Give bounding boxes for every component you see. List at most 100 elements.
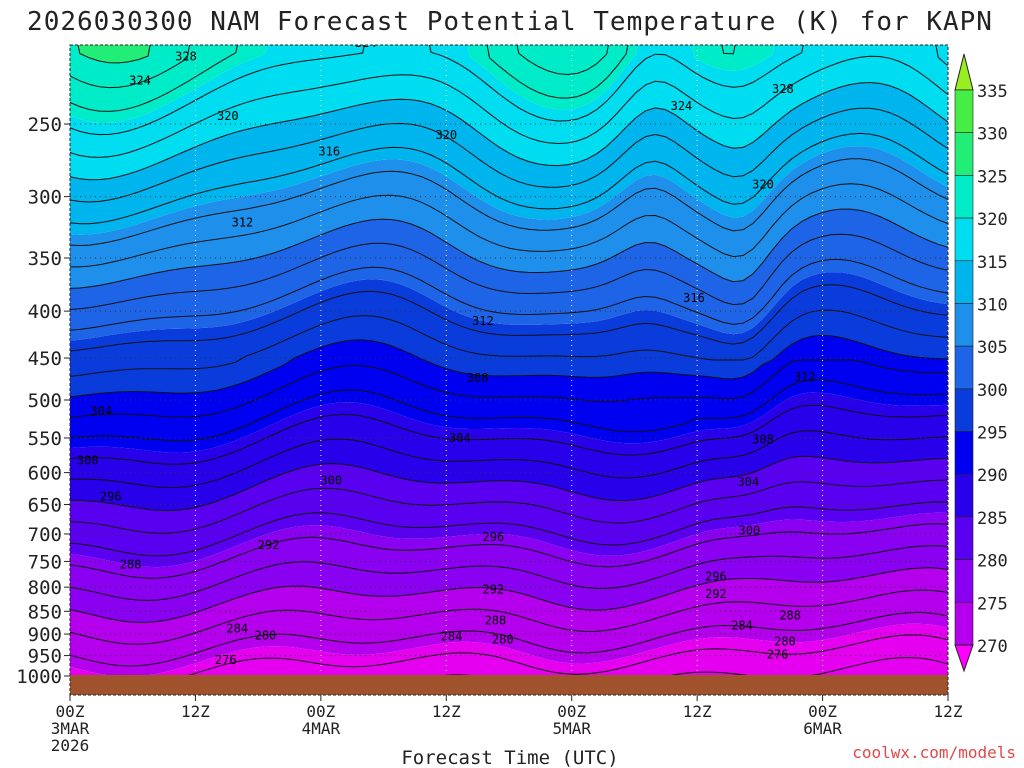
y-tick-label: 550 — [28, 428, 62, 450]
contour-label: 324 — [129, 73, 151, 87]
contour-line — [70, 611, 948, 667]
y-tick-label: 850 — [28, 601, 62, 623]
theta-band — [70, 45, 775, 123]
contour-label: 312 — [794, 370, 816, 384]
contour-label: 284 — [226, 621, 248, 635]
contour-label: 300 — [77, 453, 99, 467]
y-tick-label: 500 — [28, 390, 62, 412]
contour-line — [70, 334, 948, 398]
theta-band — [70, 146, 948, 289]
contour-label: 324 — [355, 36, 377, 50]
contour-label: 312 — [472, 314, 494, 328]
colorbar-top-arrow — [954, 53, 974, 91]
contour-line — [70, 45, 736, 112]
ground-below-surface — [70, 675, 948, 695]
colorbar-label: 315 — [977, 253, 1008, 273]
x-axis: 00Z 3MAR 2026 12Z 00Z 4MAR 12Z 00Z 5MAR 12Z 00Z 6MA… — [51, 695, 963, 755]
contour-label: 300 — [320, 473, 342, 487]
x-tick-label: 12Z — [181, 702, 210, 721]
contour-line — [70, 81, 948, 181]
x-tick-label: 12Z — [683, 702, 712, 721]
colorbar-label: 330 — [977, 125, 1008, 145]
contour-label: 308 — [467, 371, 489, 385]
colorbar-legend: 335 330 325 320 315 310 305 300 295 290 285 280 275 2… — [954, 53, 1008, 673]
contour-line — [70, 132, 948, 225]
colorbar-swatch — [954, 473, 974, 518]
colorbar-label: 310 — [977, 295, 1008, 315]
contour-label: 324 — [671, 99, 693, 113]
theta-band — [70, 456, 948, 568]
colorbar-swatch — [954, 89, 974, 133]
contour-label: 304 — [449, 431, 471, 445]
contour-label: 316 — [318, 145, 340, 159]
theta-band — [70, 209, 948, 341]
contour-line — [70, 567, 948, 623]
colorbar-label: 325 — [977, 167, 1008, 187]
y-tick-label: 950 — [28, 646, 62, 668]
colorbar-label: 285 — [977, 509, 1008, 529]
contour-label: 300 — [739, 524, 761, 538]
colorbar-swatch — [954, 132, 974, 176]
contour-label: 304 — [91, 404, 113, 418]
contour-labels: 328 324 324 328 324 320 320 316 320 312 316 312 308 3… — [77, 36, 816, 667]
colorbar-label: 320 — [977, 210, 1008, 230]
y-axis: 2503003504004505005506006507007508008509… — [16, 114, 70, 688]
theta-band — [70, 45, 948, 180]
colorbar-label: 295 — [977, 424, 1008, 444]
theta-band — [78, 45, 151, 63]
contour-label: 276 — [767, 648, 789, 662]
contour-label: 320 — [435, 128, 457, 142]
colorbar-label: 290 — [977, 466, 1008, 486]
contour-label: 308 — [752, 432, 774, 446]
contour-line — [70, 589, 948, 645]
contour-label: 296 — [100, 489, 122, 503]
y-tick-label: 250 — [28, 114, 62, 136]
y-tick-label: 350 — [28, 248, 62, 270]
x-tick-label: 00Z 3MAR 2026 — [51, 702, 90, 755]
y-tick-label: 300 — [28, 187, 62, 209]
contour-label: 276 — [215, 653, 237, 667]
contour-label: 304 — [738, 475, 760, 489]
contour-label: 288 — [779, 608, 801, 622]
contour-line — [70, 208, 948, 289]
theta-band — [70, 82, 948, 235]
y-tick-label: 600 — [28, 463, 62, 485]
contour-line — [70, 233, 948, 310]
contour-label: 296 — [482, 530, 504, 544]
contour-label: 292 — [482, 583, 504, 597]
colorbar-swatch — [954, 217, 974, 262]
y-tick-label: 400 — [28, 301, 62, 323]
contour-line — [70, 183, 948, 268]
contour-label: 292 — [705, 587, 727, 601]
colorbar-swatch — [954, 175, 974, 219]
contour-line — [70, 501, 948, 557]
y-tick-label: 800 — [28, 577, 62, 599]
credit-text: coolwx.com/models — [852, 743, 1016, 762]
contour-label: 328 — [772, 82, 794, 96]
colorbar-swatch — [954, 260, 974, 304]
x-tick-label: 00Z 5MAR — [552, 702, 591, 738]
plot-frame — [69, 44, 949, 696]
colorbar-label: 275 — [977, 594, 1008, 614]
contour-line — [70, 55, 948, 158]
colorbar-label: 335 — [977, 82, 1008, 102]
colorbar-swatch — [954, 559, 974, 603]
contour-line — [70, 404, 948, 465]
contour-label: 280 — [774, 634, 796, 648]
y-tick-label: 450 — [28, 348, 62, 370]
contour-line — [70, 359, 948, 418]
colorbar-label: 300 — [977, 381, 1008, 401]
contour-label: 328 — [175, 49, 197, 63]
contour-label: 280 — [492, 632, 514, 646]
contour-label: 296 — [705, 570, 727, 584]
contour-line — [70, 284, 948, 352]
theta-band — [70, 272, 948, 397]
contour-line — [70, 45, 948, 136]
y-tick-label: 900 — [28, 624, 62, 646]
contour-label: 320 — [217, 109, 239, 123]
colorbar-swatch — [954, 345, 974, 390]
dotted-grid — [70, 45, 948, 677]
y-tick-label: 750 — [28, 551, 62, 573]
x-axis-label: Forecast Time (UTC) — [401, 747, 618, 768]
